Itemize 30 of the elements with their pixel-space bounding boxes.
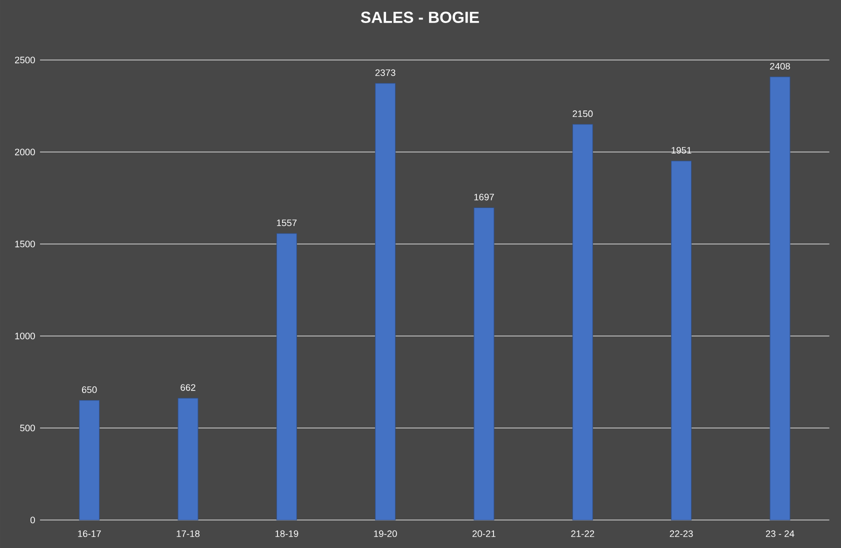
y-tick-label: 1000: [15, 332, 35, 340]
y-tick-label: 0: [30, 516, 35, 524]
data-label: 2373: [375, 69, 396, 76]
bar: [79, 400, 100, 520]
x-tick-label: 18-19: [275, 530, 298, 537]
x-tick-label: 22-23: [670, 530, 693, 537]
data-label: 2408: [770, 62, 790, 70]
bar: [178, 398, 198, 520]
x-tick-label: 20-21: [472, 530, 496, 537]
bar: [572, 124, 593, 520]
x-tick-label: 16-17: [78, 530, 101, 537]
y-tick-label: 1500: [15, 240, 35, 248]
chart-title: SALES - BOGIE: [360, 12, 479, 23]
data-label: 662: [180, 384, 196, 391]
bar: [375, 83, 396, 520]
x-tick-label: 21-22: [571, 530, 594, 537]
data-label: 1557: [277, 220, 297, 226]
y-tick-label: 500: [20, 424, 35, 432]
x-tick-label: 23 - 24: [766, 530, 794, 537]
bar: [770, 76, 790, 520]
data-label: 650: [82, 386, 97, 393]
x-tick-label: 17-18: [176, 530, 200, 537]
bar: [671, 160, 692, 520]
bar: [276, 233, 297, 520]
x-tick-label: 19-20: [374, 530, 397, 537]
bar: [474, 207, 494, 520]
data-label: 1697: [474, 194, 494, 200]
y-tick-label: 2500: [14, 56, 35, 64]
y-tick-label: 2000: [14, 148, 35, 156]
data-label: 2150: [572, 110, 593, 118]
